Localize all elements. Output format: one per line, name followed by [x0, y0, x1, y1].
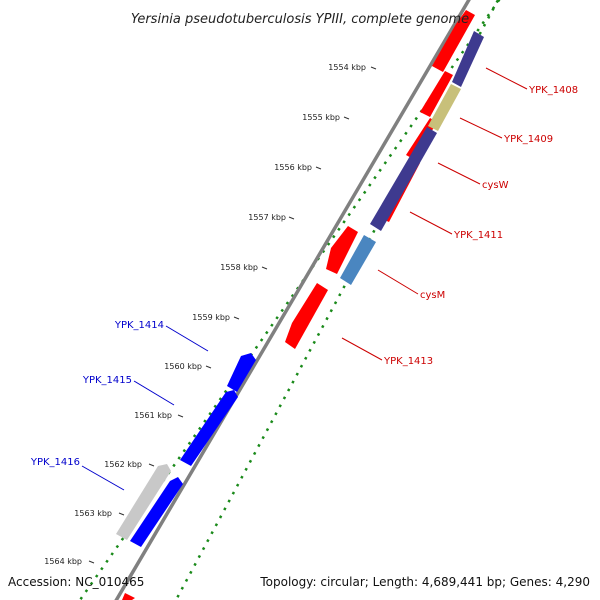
- genome-backbone: [114, 0, 471, 600]
- gene-label-ypk-1416[interactable]: YPK_1416: [30, 457, 80, 468]
- tick-label: 1559 kbp: [192, 313, 230, 322]
- gene-segment-reverse[interactable]: [180, 390, 238, 466]
- gene-label-ypk-1414[interactable]: YPK_1414: [114, 320, 164, 331]
- accession-text: Accession: NC_010465: [8, 575, 144, 589]
- tick-label: 1562 kbp: [104, 460, 142, 469]
- tick-mark: [205, 365, 212, 369]
- feature-segment-navy[interactable]: [370, 127, 437, 231]
- gene-segment-forward[interactable]: [122, 593, 135, 600]
- gene-segment-forward[interactable]: [420, 71, 453, 117]
- gene-segment-forward[interactable]: [285, 283, 328, 349]
- tick-mark: [88, 560, 95, 564]
- reverse-gene-labels: YPK_1414 YPK_1415 YPK_1416: [30, 320, 164, 468]
- gene-label-ypk-1413[interactable]: YPK_1413: [383, 356, 433, 367]
- tick-mark: [118, 512, 125, 516]
- gene-label-ypk-1411[interactable]: YPK_1411: [453, 230, 503, 241]
- genome-summary-text: Topology: circular; Length: 4,689,441 bp…: [259, 575, 590, 589]
- reverse-strand-genes: [116, 353, 256, 547]
- tick-mark: [288, 216, 295, 220]
- forward-gene-labels: YPK_1408 YPK_1409 cysW YPK_1411 cysM YPK…: [383, 85, 578, 367]
- tick-label: 1557 kbp: [248, 213, 286, 222]
- tick-mark: [233, 316, 240, 320]
- tick-label: 1556 kbp: [274, 163, 312, 172]
- tick-mark: [343, 116, 350, 120]
- inner-dotted-ring: [174, 0, 500, 600]
- gene-label-cysm[interactable]: cysM: [420, 290, 445, 301]
- gene-segment-reverse[interactable]: [227, 353, 256, 392]
- gene-label-ypk-1415[interactable]: YPK_1415: [82, 375, 132, 386]
- feature-track: [340, 31, 484, 285]
- tick-label: 1554 kbp: [328, 63, 366, 72]
- feature-segment-steel[interactable]: [340, 235, 376, 285]
- genome-title: Yersinia pseudotuberculosis YPIII, compl…: [131, 12, 469, 27]
- tick-label: 1560 kbp: [164, 362, 202, 371]
- tick-mark: [315, 166, 322, 170]
- feature-segment-navy[interactable]: [452, 31, 484, 87]
- forward-strand-genes: [122, 10, 475, 600]
- tick-label: 1558 kbp: [220, 263, 258, 272]
- tick-label: 1563 kbp: [74, 509, 112, 518]
- tick-label: 1564 kbp: [44, 557, 82, 566]
- reverse-label-leaders: [81, 325, 209, 491]
- tick-labels: 1554 kbp 1555 kbp 1556 kbp 1557 kbp 1558…: [44, 63, 366, 566]
- gene-label-ypk-1409[interactable]: YPK_1409: [503, 134, 553, 145]
- forward-label-leaders: [341, 67, 528, 361]
- gene-segment-reverse[interactable]: [130, 477, 183, 547]
- gene-label-cysw[interactable]: cysW: [482, 180, 509, 191]
- gene-label-ypk-1408[interactable]: YPK_1408: [528, 85, 578, 96]
- tick-mark: [370, 66, 377, 70]
- tick-label: 1561 kbp: [134, 411, 172, 420]
- tick-label: 1555 kbp: [302, 113, 340, 122]
- tick-marks: [88, 66, 377, 564]
- gene-segment-forward[interactable]: [432, 10, 475, 72]
- gene-segment-pseudo[interactable]: [116, 464, 171, 540]
- feature-segment-olive[interactable]: [428, 84, 461, 131]
- tick-mark: [177, 414, 184, 418]
- tick-mark: [148, 463, 155, 467]
- tick-mark: [261, 266, 268, 270]
- gene-segment-forward[interactable]: [326, 226, 358, 274]
